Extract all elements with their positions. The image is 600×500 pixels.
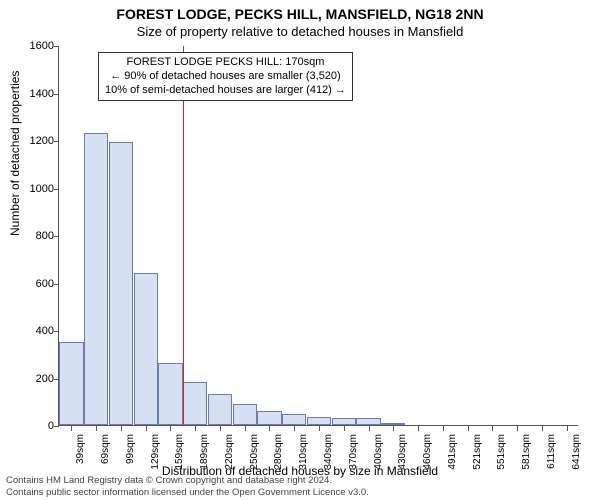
xtick-mark bbox=[517, 426, 518, 431]
ytick-mark bbox=[54, 189, 59, 190]
ytick-mark bbox=[54, 236, 59, 237]
xtick-mark bbox=[418, 426, 419, 431]
annotation-line2: ← 90% of detached houses are smaller (3,… bbox=[105, 70, 346, 84]
annotation-box: FOREST LODGE PECKS HILL: 170sqm ← 90% of… bbox=[98, 52, 353, 101]
xtick-mark bbox=[369, 426, 370, 431]
chart-title-sub: Size of property relative to detached ho… bbox=[0, 22, 600, 39]
xtick-mark bbox=[269, 426, 270, 431]
ytick-mark bbox=[54, 141, 59, 142]
ytick-label: 600 bbox=[14, 278, 54, 290]
xtick-label: 99sqm bbox=[125, 434, 136, 464]
xtick-mark bbox=[542, 426, 543, 431]
ytick-label: 1400 bbox=[14, 88, 54, 100]
footer: Contains HM Land Registry data © Crown c… bbox=[6, 475, 369, 498]
footer-line2: Contains public sector information licen… bbox=[6, 487, 369, 498]
chart-container: 39sqm69sqm99sqm129sqm159sqm189sqm220sqm2… bbox=[58, 46, 578, 426]
xtick-mark bbox=[567, 426, 568, 431]
histogram-bar bbox=[332, 418, 356, 425]
ytick-mark bbox=[54, 46, 59, 47]
ytick-label: 1000 bbox=[14, 183, 54, 195]
xtick-mark bbox=[220, 426, 221, 431]
ytick-label: 800 bbox=[14, 230, 54, 242]
annotation-line1: FOREST LODGE PECKS HILL: 170sqm bbox=[105, 56, 346, 70]
xtick-mark bbox=[71, 426, 72, 431]
histogram-bar bbox=[84, 133, 108, 425]
xtick-label: 39sqm bbox=[75, 434, 86, 464]
chart-title-main: FOREST LODGE, PECKS HILL, MANSFIELD, NG1… bbox=[0, 0, 600, 22]
histogram-bar bbox=[134, 273, 158, 425]
histogram-bar bbox=[233, 404, 257, 425]
xtick-mark bbox=[443, 426, 444, 431]
ytick-label: 1200 bbox=[14, 135, 54, 147]
ytick-mark bbox=[54, 331, 59, 332]
ytick-mark bbox=[54, 94, 59, 95]
ytick-mark bbox=[54, 284, 59, 285]
xtick-mark bbox=[344, 426, 345, 431]
xtick-mark bbox=[393, 426, 394, 431]
xtick-mark bbox=[245, 426, 246, 431]
xtick-mark bbox=[468, 426, 469, 431]
histogram-bar bbox=[109, 142, 133, 425]
histogram-bar bbox=[183, 382, 207, 425]
xtick-mark bbox=[492, 426, 493, 431]
histogram-bar bbox=[282, 414, 306, 425]
ytick-label: 0 bbox=[14, 420, 54, 432]
histogram-bar bbox=[307, 417, 331, 425]
ytick-label: 400 bbox=[14, 325, 54, 337]
xtick-mark bbox=[146, 426, 147, 431]
footer-line1: Contains HM Land Registry data © Crown c… bbox=[6, 475, 369, 486]
xtick-mark bbox=[121, 426, 122, 431]
annotation-line3: 10% of semi-detached houses are larger (… bbox=[105, 84, 346, 98]
ytick-label: 200 bbox=[14, 373, 54, 385]
xtick-label: 69sqm bbox=[100, 434, 111, 464]
xtick-mark bbox=[96, 426, 97, 431]
ytick-mark bbox=[54, 426, 59, 427]
histogram-bar bbox=[59, 342, 83, 425]
histogram-bar bbox=[381, 423, 405, 425]
histogram-bar bbox=[208, 394, 232, 425]
xtick-mark bbox=[170, 426, 171, 431]
xtick-mark bbox=[195, 426, 196, 431]
ytick-label: 1600 bbox=[14, 40, 54, 52]
xtick-mark bbox=[319, 426, 320, 431]
plot-area: 39sqm69sqm99sqm129sqm159sqm189sqm220sqm2… bbox=[58, 46, 578, 426]
reference-line bbox=[183, 46, 184, 425]
histogram-bar bbox=[356, 418, 380, 425]
histogram-bar bbox=[257, 411, 281, 425]
histogram-bar bbox=[158, 363, 182, 425]
xtick-mark bbox=[294, 426, 295, 431]
